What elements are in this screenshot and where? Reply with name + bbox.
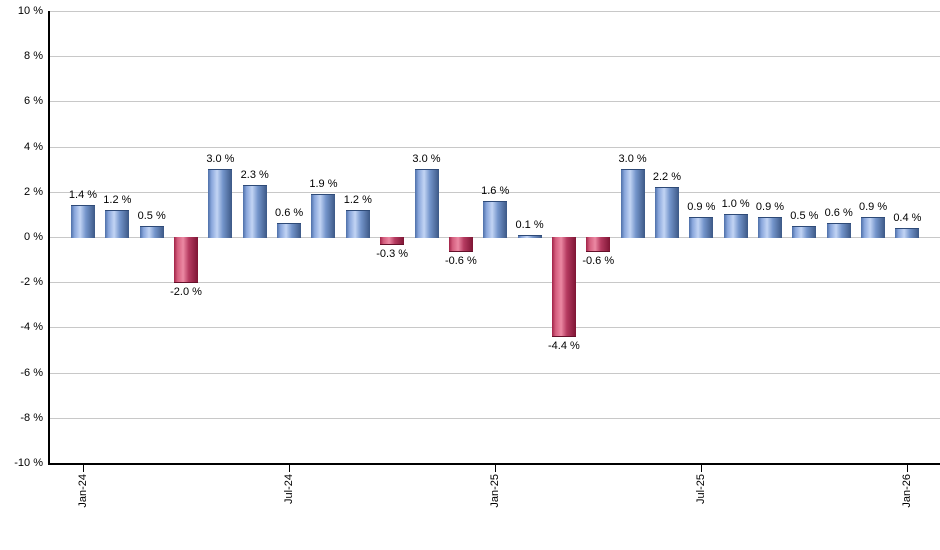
gridline-2 bbox=[48, 191, 940, 193]
y-axis-tick-label--4: -4 % bbox=[20, 321, 43, 334]
bar-mar-25 bbox=[551, 237, 576, 338]
y-axis-tick-label-0: 0 % bbox=[24, 231, 43, 243]
x-axis-tick-label-jan-24: Jan-24 bbox=[76, 474, 90, 540]
gridline--6 bbox=[48, 372, 940, 374]
y-axis-tick-label--6: -6 % bbox=[20, 366, 43, 379]
bar-value-label-dec-24: -0.6 % bbox=[444, 254, 477, 267]
bar-value-label-jan-25: 1.6 % bbox=[481, 184, 510, 197]
bar-value-label-may-24: 3.0 % bbox=[206, 153, 235, 166]
bar-value-label-dec-25: 0.9 % bbox=[858, 200, 888, 213]
x-axis-tick-label-text: Jan-25 bbox=[489, 474, 502, 508]
gridline-4 bbox=[48, 146, 940, 148]
bar-dec-24 bbox=[448, 237, 473, 252]
y-axis-tick-label--10: -10 % bbox=[14, 457, 43, 469]
bar-jul-24 bbox=[277, 223, 302, 238]
bar-value-label-may-25: 3.0 % bbox=[618, 153, 647, 166]
bar-value-label-apr-24: -2.0 % bbox=[170, 286, 202, 299]
bar-jun-25 bbox=[654, 187, 679, 238]
y-axis-tick-label-10: 10 % bbox=[17, 5, 43, 17]
y-axis-tick-label-6: 6 % bbox=[24, 95, 43, 108]
x-axis-tick-jan-25 bbox=[495, 465, 497, 472]
bar-value-label-jul-24: 0.6 % bbox=[275, 207, 304, 220]
bar-value-label-mar-25: -4.4 % bbox=[547, 340, 580, 353]
bar-may-25 bbox=[620, 169, 645, 238]
x-axis-tick-jul-25 bbox=[701, 465, 703, 472]
bar-oct-24 bbox=[380, 237, 405, 245]
bar-value-label-jan-26: 0.4 % bbox=[893, 211, 922, 224]
bar-may-24 bbox=[208, 169, 233, 238]
gridline-10 bbox=[48, 11, 940, 12]
bar-value-label-sep-25: 0.9 % bbox=[755, 200, 785, 213]
y-axis-line bbox=[48, 11, 50, 465]
bar-apr-24 bbox=[174, 237, 199, 284]
x-axis-tick-label-text: Jan-24 bbox=[77, 474, 89, 508]
x-axis-tick-jul-24 bbox=[289, 465, 291, 472]
bar-oct-25 bbox=[792, 225, 817, 238]
bar-sep-24 bbox=[345, 209, 370, 238]
bar-value-label-jun-24: 2.3 % bbox=[240, 169, 269, 182]
x-axis-tick-label-jul-24: Jul-24 bbox=[282, 474, 296, 540]
bar-value-label-jun-25: 2.2 % bbox=[652, 171, 681, 184]
bar-value-label-jan-24: 1.4 % bbox=[68, 189, 98, 202]
y-axis-tick-label-8: 8 % bbox=[24, 50, 43, 63]
bar-value-label-mar-24: 0.5 % bbox=[137, 209, 166, 222]
bar-feb-24 bbox=[105, 209, 130, 238]
bar-value-label-jul-25: 0.9 % bbox=[687, 200, 716, 213]
bar-dec-25 bbox=[861, 216, 886, 238]
x-axis-tick-label-jan-26: Jan-26 bbox=[900, 474, 914, 540]
gridline--2 bbox=[48, 282, 940, 284]
bar-aug-24 bbox=[311, 194, 336, 238]
bar-value-label-nov-25: 0.6 % bbox=[824, 207, 853, 220]
x-axis-tick-label-text: Jul-25 bbox=[695, 474, 708, 504]
bar-jan-25 bbox=[483, 200, 508, 238]
bar-aug-25 bbox=[723, 214, 748, 238]
y-axis-tick-label-4: 4 % bbox=[24, 140, 43, 153]
bar-apr-25 bbox=[586, 237, 611, 252]
x-axis-tick-label-jan-25: Jan-25 bbox=[488, 474, 502, 540]
gridline--4 bbox=[48, 327, 940, 329]
bar-mar-24 bbox=[139, 225, 164, 238]
bar-value-label-feb-24: 1.2 % bbox=[103, 193, 132, 206]
gridline-8 bbox=[48, 56, 940, 58]
x-axis-line bbox=[48, 463, 940, 465]
gridline-6 bbox=[48, 101, 940, 103]
x-axis-tick-label-text: Jul-24 bbox=[283, 474, 296, 504]
bar-value-label-sep-24: 1.2 % bbox=[343, 193, 372, 206]
bar-feb-25 bbox=[517, 234, 542, 238]
bar-value-label-apr-25: -0.6 % bbox=[582, 254, 615, 267]
bar-value-label-aug-25: 1.0 % bbox=[721, 198, 750, 211]
y-axis-tick-label--8: -8 % bbox=[20, 411, 43, 424]
y-axis-tick-label-2: 2 % bbox=[24, 185, 43, 198]
bar-value-label-nov-24: 3.0 % bbox=[412, 153, 441, 166]
bar-nov-24 bbox=[414, 169, 439, 238]
bar-value-label-oct-25: 0.5 % bbox=[790, 209, 819, 222]
bar-jun-24 bbox=[242, 185, 267, 238]
bar-jan-26 bbox=[895, 227, 920, 238]
bar-value-label-aug-24: 1.9 % bbox=[309, 178, 338, 191]
bar-value-label-feb-25: 0.1 % bbox=[515, 218, 544, 231]
x-axis-tick-label-text: Jan-26 bbox=[901, 474, 914, 508]
bar-nov-25 bbox=[826, 223, 851, 238]
y-axis-tick-label--2: -2 % bbox=[20, 276, 43, 289]
gridline--8 bbox=[48, 417, 940, 419]
x-axis-tick-jan-24 bbox=[83, 465, 84, 472]
bar-jul-25 bbox=[689, 216, 714, 238]
bar-sep-25 bbox=[758, 216, 782, 238]
x-axis-tick-label-jul-25: Jul-25 bbox=[694, 474, 708, 540]
bar-value-label-oct-24: -0.3 % bbox=[376, 247, 409, 260]
x-axis-tick-jan-26 bbox=[907, 465, 909, 472]
bar-jan-24 bbox=[71, 205, 95, 238]
